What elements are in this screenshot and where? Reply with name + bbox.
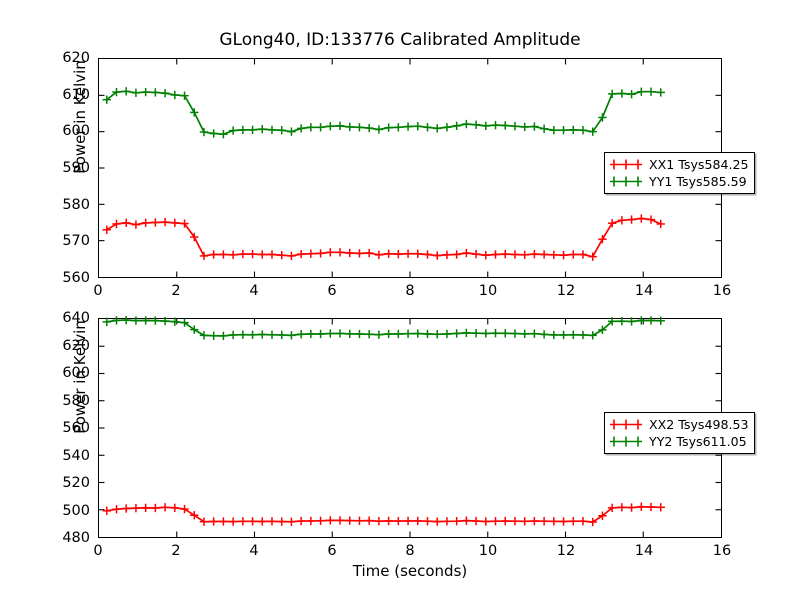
- x-tick-label: 10: [478, 543, 498, 559]
- y-tick-label: 500: [62, 502, 90, 519]
- legend-entry-xx1: XX1 Tsys584.25: [609, 156, 749, 173]
- x-tick-label: 6: [327, 283, 337, 299]
- x-tick-label: 8: [405, 543, 415, 559]
- legend-entry-yy1: YY1 Tsys585.59: [609, 173, 749, 190]
- y-tick-label: 580: [62, 392, 90, 409]
- legend-label-xx1: XX1 Tsys584.25: [649, 157, 749, 172]
- y-tick-label: 540: [62, 447, 90, 464]
- legend-line-sample-yy2: [610, 436, 642, 447]
- x-tick-label: 4: [249, 543, 259, 559]
- y-tick-label: 600: [62, 365, 90, 381]
- x-tick-label: 12: [556, 283, 576, 299]
- legend-entry-xx2: XX2 Tsys498.53: [609, 416, 749, 433]
- x-tick-label: 6: [327, 543, 337, 559]
- y-tick-label: 640: [62, 310, 90, 326]
- y-tick-label: 620: [62, 337, 90, 354]
- series-xx: [102, 214, 665, 261]
- series-yy: [102, 315, 665, 341]
- legend-line-sample-yy1: [610, 176, 642, 187]
- legend-bottom[interactable]: XX2 Tsys498.53 YY2 Tsys611.05: [604, 412, 755, 454]
- y-tick-label: 560: [62, 270, 90, 286]
- y-tick-label: 560: [62, 420, 90, 436]
- legend-entry-yy2: YY2 Tsys611.05: [609, 433, 749, 450]
- x-tick-label: 4: [249, 283, 259, 299]
- y-axis-label-top: Power in Kelvin: [71, 60, 89, 174]
- x-tick-label: 14: [634, 283, 654, 299]
- x-tick-label: 12: [556, 543, 576, 559]
- series-xx: [102, 502, 665, 527]
- y-tick-label: 600: [62, 123, 90, 140]
- series-yy: [102, 87, 665, 139]
- legend-label-xx2: XX2 Tsys498.53: [649, 417, 749, 432]
- y-tick-label: 570: [62, 233, 90, 250]
- x-tick-label: 16: [712, 543, 732, 559]
- x-tick-label: 2: [171, 543, 181, 559]
- x-tick-label: 0: [93, 283, 103, 299]
- legend-top[interactable]: XX1 Tsys584.25 YY1 Tsys585.59: [604, 152, 755, 194]
- x-axis-label: Time (seconds): [352, 562, 468, 580]
- x-tick-label: 0: [93, 543, 103, 559]
- x-tick-label: 16: [712, 283, 732, 299]
- y-tick-label: 620: [62, 50, 90, 66]
- y-tick-label: 520: [62, 475, 90, 491]
- x-tick-label: 8: [405, 283, 415, 299]
- page-title: GLong40, ID:133776 Calibrated Amplitude: [219, 30, 581, 50]
- y-tick-label: 480: [62, 530, 90, 546]
- legend-line-sample-xx1: [610, 159, 642, 170]
- legend-label-yy2: YY2 Tsys611.05: [649, 434, 747, 449]
- y-tick-label: 610: [62, 86, 90, 103]
- plot-svg-top: [99, 59, 721, 277]
- x-tick-label: 2: [171, 283, 181, 299]
- plot-svg-bottom: [99, 315, 721, 537]
- y-tick-label: 580: [62, 196, 90, 213]
- legend-label-yy1: YY1 Tsys585.59: [649, 174, 747, 189]
- y-tick-label: 590: [62, 160, 90, 176]
- x-tick-label: 14: [634, 543, 654, 559]
- legend-line-sample-xx2: [610, 419, 642, 430]
- x-tick-label: 10: [478, 283, 498, 299]
